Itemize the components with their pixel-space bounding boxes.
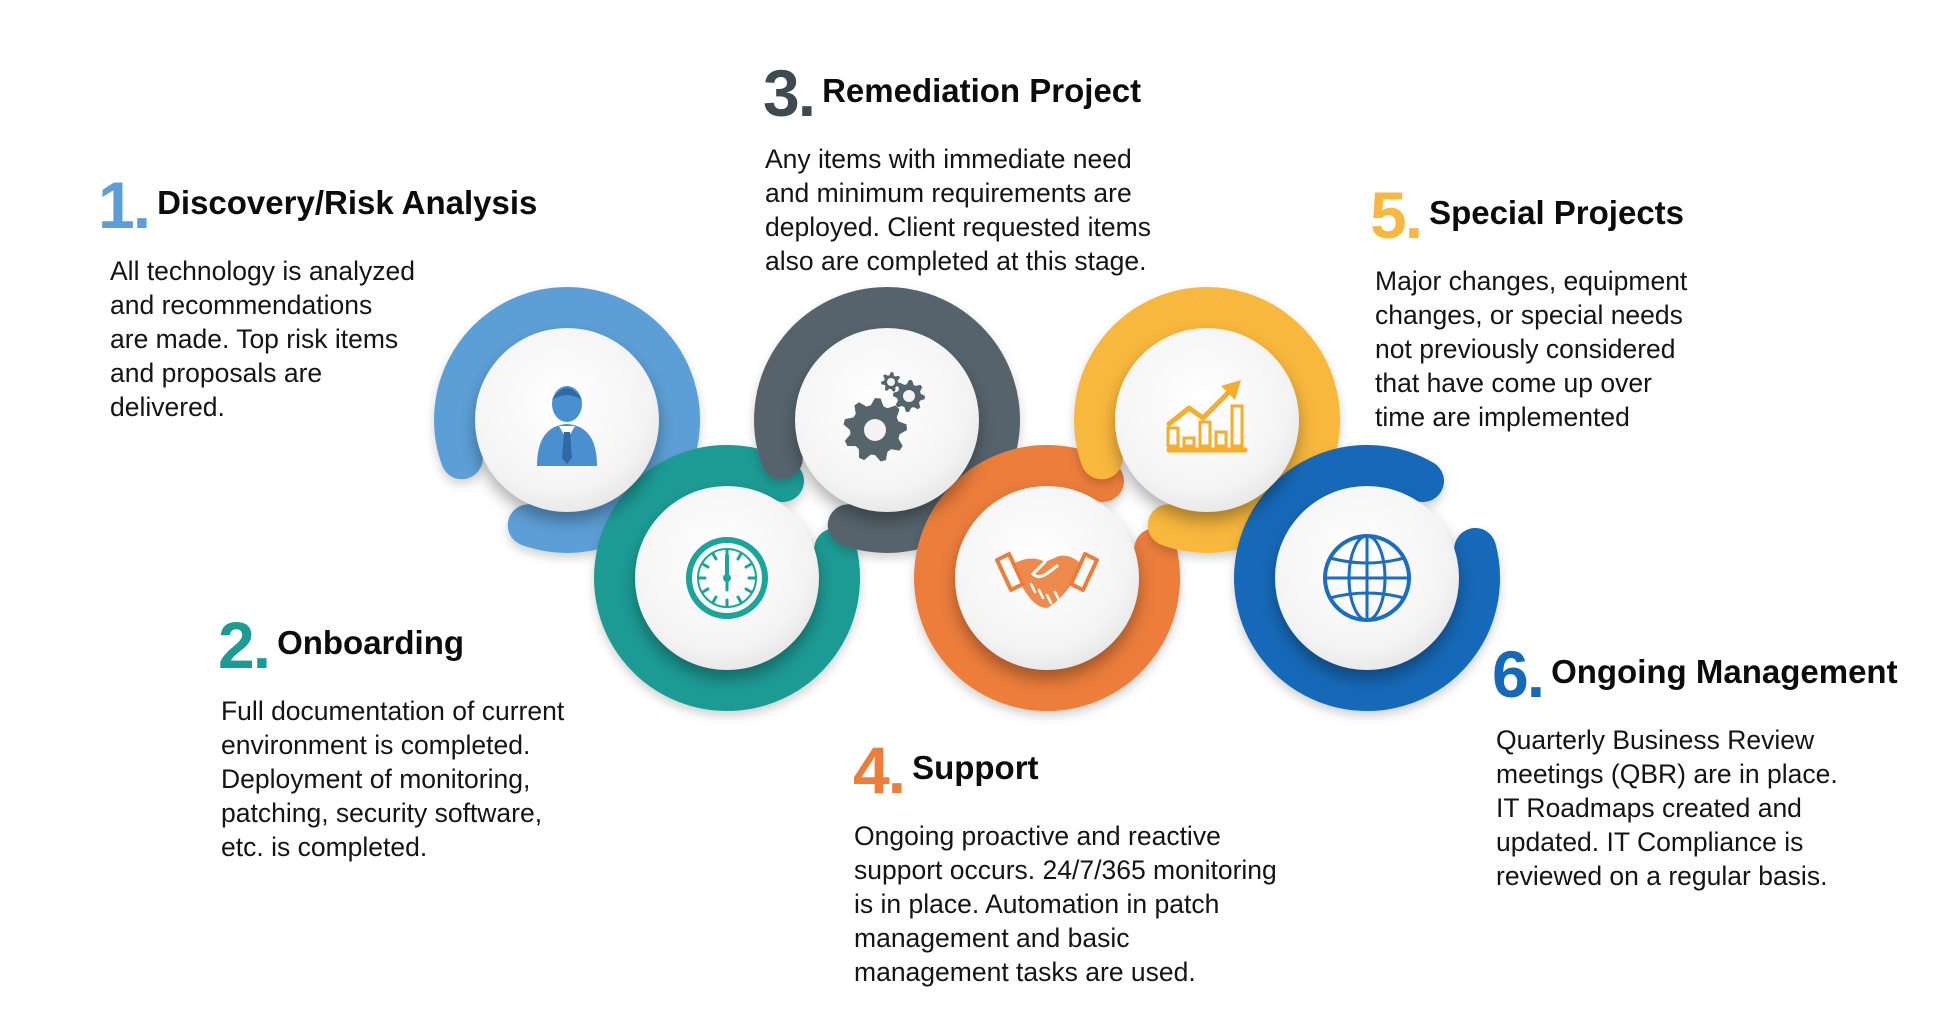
step-3: 3. Remediation Project Any items with im… xyxy=(763,60,1151,278)
step-4-number: 4. xyxy=(853,733,906,807)
step-5-description: Major changes, equipment changes, or spe… xyxy=(1375,266,1688,432)
step-6-description: Quarterly Business Review meetings (QBR)… xyxy=(1496,725,1838,891)
step-6-number: 6. xyxy=(1492,637,1545,711)
step-2: 2. Onboarding Full documentation of curr… xyxy=(218,612,564,864)
gears-icon xyxy=(843,372,925,462)
step-5-number: 5. xyxy=(1370,178,1423,252)
step-4: 4. Support Ongoing proactive and reactiv… xyxy=(853,737,1277,989)
step-6-heading: 6. Ongoing Management xyxy=(1492,641,1898,707)
step-6-title: Ongoing Management xyxy=(1551,653,1898,690)
businessman-icon xyxy=(537,386,597,466)
step-2-number: 2. xyxy=(218,608,271,682)
step-4-description: Ongoing proactive and reactive support o… xyxy=(854,821,1277,987)
step-4-heading: 4. Support xyxy=(853,737,1277,803)
step-3-title: Remediation Project xyxy=(822,72,1142,109)
step-3-description: Any items with immediate need and minimu… xyxy=(765,144,1151,276)
step-5-title: Special Projects xyxy=(1429,194,1685,231)
step-6: 6. Ongoing Management Quarterly Business… xyxy=(1492,641,1898,893)
step-2-heading: 2. Onboarding xyxy=(218,612,564,678)
step-3-number: 3. xyxy=(763,56,816,130)
globe-icon xyxy=(1323,534,1411,622)
step-2-description: Full documentation of current environmen… xyxy=(221,696,565,862)
ring-6 xyxy=(1234,445,1500,711)
disc-5 xyxy=(1115,328,1299,512)
step-1-number: 1. xyxy=(98,168,151,242)
growth-chart-icon xyxy=(1166,380,1248,453)
ring-2 xyxy=(594,445,860,711)
step-4-title: Support xyxy=(912,749,1039,786)
step-5-heading: 5. Special Projects xyxy=(1370,182,1687,248)
step-1-heading: 1. Discovery/Risk Analysis xyxy=(98,172,537,238)
handshake-icon xyxy=(995,552,1099,608)
step-1-title: Discovery/Risk Analysis xyxy=(157,184,538,221)
step-1-description: All technology is analyzed and recommend… xyxy=(110,256,415,422)
step-2-title: Onboarding xyxy=(277,624,465,661)
ring-4 xyxy=(914,445,1180,711)
step-5: 5. Special Projects Major changes, equip… xyxy=(1370,182,1687,434)
step-3-heading: 3. Remediation Project xyxy=(763,60,1151,126)
step-1: 1. Discovery/Risk Analysis All technolog… xyxy=(98,172,537,424)
clock-icon xyxy=(686,537,768,619)
